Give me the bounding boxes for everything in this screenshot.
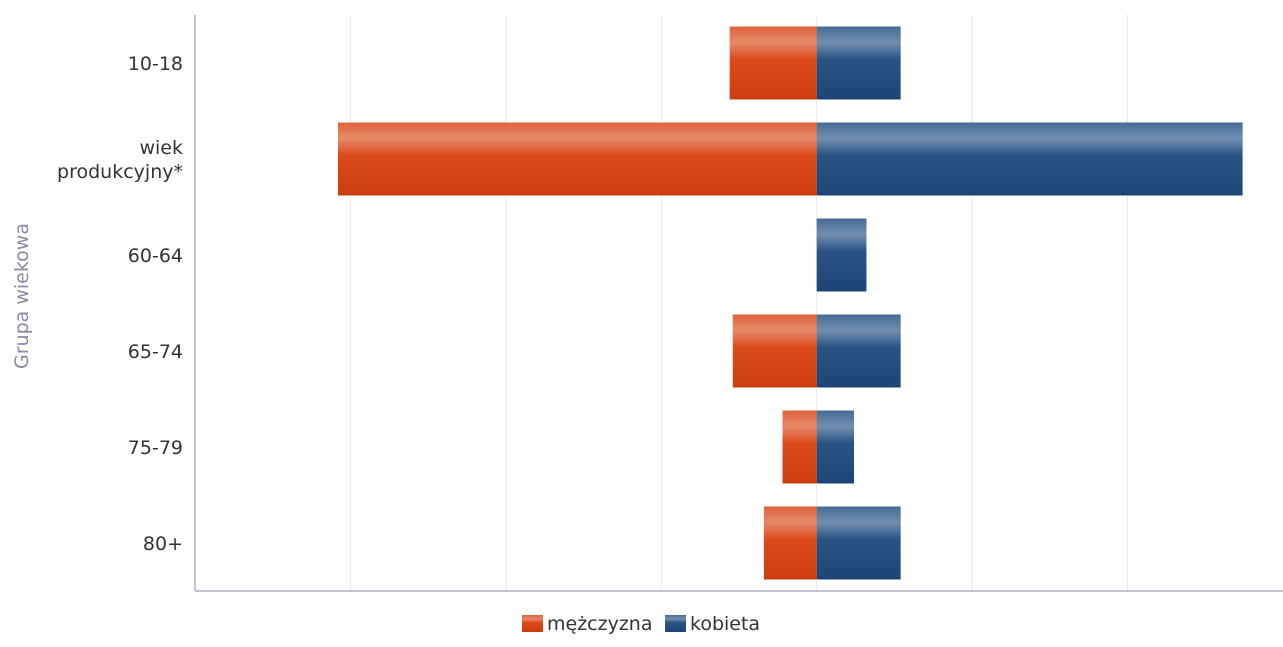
- bar-shine: [816, 122, 1243, 196]
- category-labels: 10-18 wiek produkcyjny* 60-64 65-74 75-79 80+: [57, 53, 183, 555]
- bar-shine: [816, 506, 901, 580]
- legend-swatch-shine: [665, 615, 686, 632]
- category-label: wiek produkcyjny*: [57, 137, 183, 183]
- category-label: 75-79: [128, 437, 183, 459]
- bar-shine: [816, 26, 901, 100]
- bar-shine: [729, 26, 817, 100]
- bar-shine: [763, 506, 817, 580]
- bar-shine: [816, 410, 855, 484]
- legend-item-female[interactable]: kobieta: [665, 613, 760, 635]
- bar-shine: [816, 218, 867, 292]
- bars: [337, 26, 1243, 580]
- category-label: 10-18: [128, 53, 183, 75]
- legend: mężczyzna kobieta: [522, 613, 760, 635]
- grid-lines: [349, 15, 1129, 591]
- bar-shine: [337, 122, 817, 196]
- category-label: 80+: [143, 533, 183, 555]
- legend-item-male[interactable]: mężczyzna: [522, 613, 653, 635]
- bar-shine: [816, 314, 901, 388]
- legend-label: kobieta: [690, 613, 760, 635]
- axes: [194, 15, 1283, 592]
- y-axis-title: Grupa wiekowa: [11, 223, 33, 369]
- category-label: 65-74: [128, 341, 183, 363]
- bar-shine: [732, 314, 817, 388]
- legend-swatch-shine: [522, 615, 543, 632]
- legend-label: mężczyzna: [547, 613, 653, 635]
- category-label: 60-64: [128, 245, 183, 267]
- bar-shine: [782, 410, 817, 484]
